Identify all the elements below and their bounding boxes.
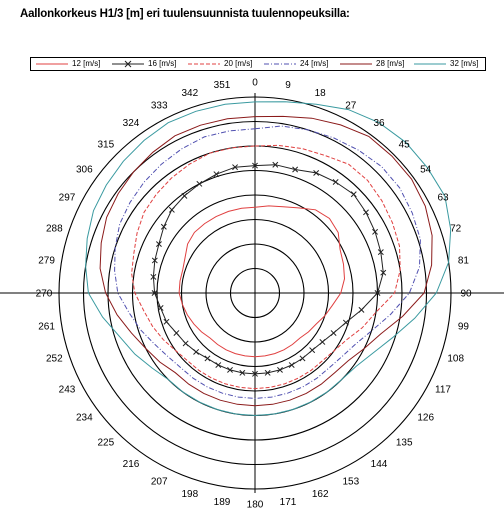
angle-tick-label: 171 bbox=[280, 497, 297, 508]
series-marker-1 bbox=[151, 290, 158, 296]
angle-tick-label: 180 bbox=[247, 500, 264, 511]
angle-tick-label: 153 bbox=[342, 477, 359, 488]
angle-tick-label: 9 bbox=[285, 80, 291, 91]
angle-tick-label: 108 bbox=[447, 354, 464, 365]
series-marker-1 bbox=[299, 355, 306, 362]
series-marker-1 bbox=[239, 369, 246, 376]
series-marker-1 bbox=[377, 249, 384, 256]
legend-label-32: 32 [m/s] bbox=[450, 59, 479, 68]
legend-label-20: 20 [m/s] bbox=[224, 59, 253, 68]
legend-swatch-12 bbox=[36, 63, 68, 65]
series-line-2 bbox=[131, 144, 401, 390]
angle-tick-label: 261 bbox=[38, 322, 55, 333]
series-marker-1 bbox=[163, 318, 170, 325]
angle-tick-label: 72 bbox=[450, 223, 462, 234]
angle-tick-label: 351 bbox=[214, 80, 231, 91]
series-marker-1 bbox=[252, 162, 258, 169]
series-marker-1 bbox=[215, 362, 222, 368]
chart-title: Aallonkorkeus H1/3 [m] eri tuulensuunnis… bbox=[20, 8, 350, 20]
series-marker-1 bbox=[157, 304, 164, 311]
angle-tick-label: 243 bbox=[59, 384, 76, 395]
angle-tick-label: 144 bbox=[371, 459, 388, 470]
angle-tick-label: 198 bbox=[181, 489, 198, 500]
series-marker-1 bbox=[232, 164, 239, 171]
series-marker-1 bbox=[160, 223, 167, 230]
angle-tick-label: 342 bbox=[181, 88, 198, 99]
angle-tick-label: 162 bbox=[312, 489, 329, 500]
series-marker-1 bbox=[330, 330, 337, 336]
series-marker-1 bbox=[332, 179, 339, 185]
series-marker-1 bbox=[288, 362, 295, 368]
angle-tick-label: 270 bbox=[36, 289, 53, 300]
series-marker-1 bbox=[173, 330, 180, 336]
angle-tick-label: 63 bbox=[437, 193, 449, 204]
series-marker-1 bbox=[213, 171, 220, 178]
angle-tick-label: 0 bbox=[252, 78, 258, 89]
angle-tick-label: 279 bbox=[38, 256, 55, 267]
angle-tick-label: 117 bbox=[435, 384, 451, 395]
series-marker-1 bbox=[292, 166, 299, 173]
angle-tick-label: 99 bbox=[458, 322, 470, 333]
series-marker-1 bbox=[204, 355, 211, 362]
series-marker-1 bbox=[193, 348, 200, 355]
legend-swatch-20 bbox=[188, 63, 220, 65]
angle-tick-label: 216 bbox=[123, 459, 140, 470]
angle-tick-label: 297 bbox=[59, 193, 76, 204]
legend-label-12: 12 [m/s] bbox=[72, 59, 101, 68]
series-marker-1 bbox=[264, 369, 271, 376]
series-line-4 bbox=[99, 115, 433, 407]
series-marker-1 bbox=[277, 366, 283, 373]
series-marker-1 bbox=[150, 273, 157, 280]
legend-swatch-32 bbox=[414, 63, 446, 65]
series-marker-1 bbox=[319, 339, 326, 345]
angle-tick-label: 135 bbox=[396, 438, 413, 449]
series-marker-1 bbox=[374, 290, 381, 296]
series-marker-1 bbox=[380, 269, 387, 276]
series-line-5 bbox=[85, 101, 452, 417]
angle-tick-label: 234 bbox=[76, 413, 93, 424]
series-line-0 bbox=[178, 205, 346, 358]
angle-tick-label: 90 bbox=[460, 289, 472, 300]
angle-tick-label: 126 bbox=[417, 413, 434, 424]
series-marker-1 bbox=[151, 257, 158, 264]
series-marker-1 bbox=[342, 319, 349, 326]
angle-tick-label: 288 bbox=[46, 223, 63, 234]
legend: 12 [m/s] 16 [m/s] 20 [m/s] 24 [m/s] 28 [… bbox=[30, 57, 486, 71]
series-marker-1 bbox=[181, 192, 188, 199]
angle-tick-label: 18 bbox=[315, 88, 327, 99]
series-marker-1 bbox=[155, 241, 162, 248]
legend-swatch-28 bbox=[340, 63, 372, 65]
legend-label-16: 16 [m/s] bbox=[148, 59, 177, 68]
legend-swatch-16 bbox=[112, 60, 144, 68]
angle-tick-label: 324 bbox=[123, 118, 140, 129]
angle-tick-label: 315 bbox=[97, 139, 114, 150]
legend-label-28: 28 [m/s] bbox=[376, 59, 405, 68]
series-marker-1 bbox=[182, 340, 189, 347]
series-marker-1 bbox=[358, 306, 365, 313]
series-marker-1 bbox=[252, 370, 258, 377]
angle-tick-label: 27 bbox=[345, 101, 357, 112]
series-marker-1 bbox=[272, 161, 279, 168]
series-marker-1 bbox=[313, 169, 320, 176]
series-marker-1 bbox=[227, 366, 233, 373]
angle-tick-label: 54 bbox=[420, 165, 432, 176]
angle-tick-label: 333 bbox=[151, 101, 168, 112]
angle-tick-label: 252 bbox=[46, 354, 63, 365]
series-marker-1 bbox=[372, 228, 379, 235]
angle-tick-label: 207 bbox=[151, 477, 168, 488]
angle-tick-label: 306 bbox=[76, 165, 93, 176]
angle-tick-label: 45 bbox=[399, 139, 411, 150]
series-line-3 bbox=[114, 125, 421, 399]
angle-tick-label: 36 bbox=[373, 118, 385, 129]
series-marker-1 bbox=[363, 209, 369, 216]
series-marker-1 bbox=[309, 347, 316, 354]
angle-tick-label: 189 bbox=[214, 497, 231, 508]
series-marker-1 bbox=[168, 206, 175, 213]
legend-label-24: 24 [m/s] bbox=[300, 59, 329, 68]
series-marker-1 bbox=[350, 191, 357, 198]
series-marker-1 bbox=[196, 180, 203, 187]
angle-tick-label: 225 bbox=[97, 438, 114, 449]
angle-tick-label: 81 bbox=[458, 256, 470, 267]
